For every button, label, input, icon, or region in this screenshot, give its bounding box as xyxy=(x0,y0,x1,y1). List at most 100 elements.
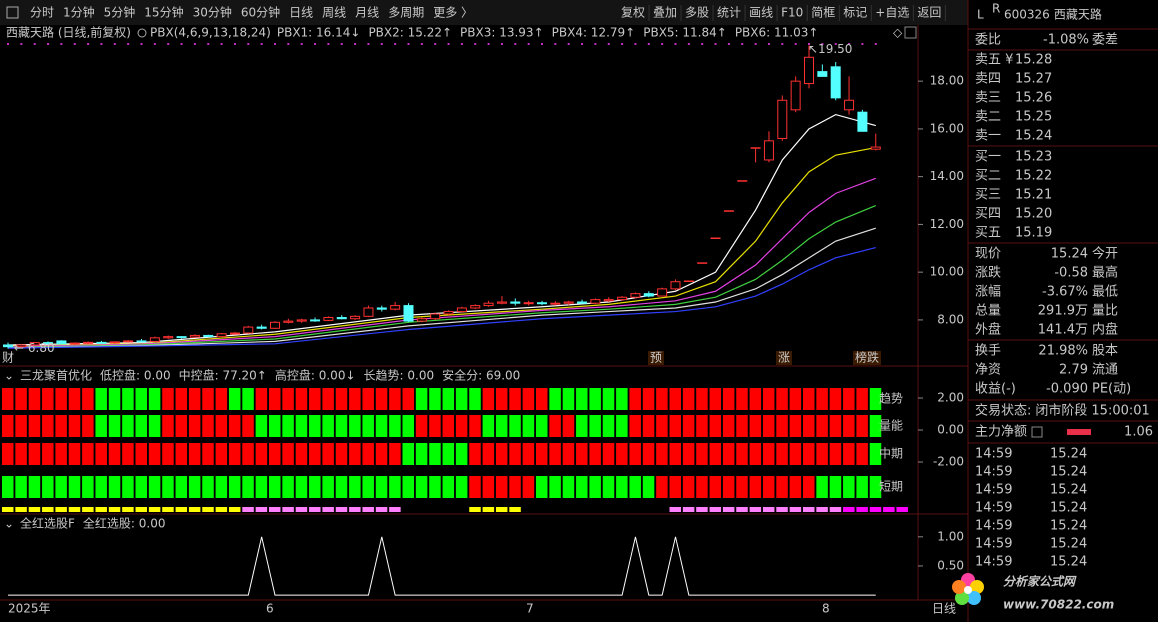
trade-status: 15:00:01 xyxy=(1091,404,1149,419)
signal-cell xyxy=(415,443,428,465)
strip-cell xyxy=(562,507,575,512)
signal-cell xyxy=(402,443,414,465)
legend-entry: PBX5: 11.84↑ xyxy=(643,26,727,40)
signal-cell xyxy=(269,415,281,437)
icon[interactable]: ◇ xyxy=(893,26,903,40)
signal-cell xyxy=(536,476,548,498)
strip-cell xyxy=(242,507,254,512)
toolbar-button[interactable]: 画线 xyxy=(749,6,773,20)
quote-value: -1.08% xyxy=(1043,33,1089,48)
collapse-icon: ⌄ xyxy=(4,517,14,531)
signal-cell xyxy=(148,415,161,437)
dot xyxy=(127,43,130,45)
toolbar-button[interactable]: +自选 xyxy=(875,6,909,20)
signal-cell xyxy=(122,415,134,437)
ask-price: 15.24 xyxy=(1015,129,1052,144)
signal-cell xyxy=(322,443,334,465)
dot xyxy=(47,43,50,45)
period-tab[interactable]: 日线 xyxy=(289,6,313,20)
dot xyxy=(7,43,9,45)
signal-cell xyxy=(255,476,268,498)
main-net-icon[interactable] xyxy=(1031,426,1043,438)
period-tab[interactable]: 周线 xyxy=(322,6,346,20)
signal-cell xyxy=(15,476,27,498)
dot xyxy=(687,43,690,45)
quote-label: 委差 xyxy=(1092,33,1118,48)
candle-body xyxy=(523,302,534,305)
stat-value: 141.4万 xyxy=(1038,323,1088,338)
period-tab[interactable]: 5分钟 xyxy=(104,5,136,20)
candle-body xyxy=(69,342,80,345)
strip-cell xyxy=(349,507,361,512)
close-icon[interactable] xyxy=(904,26,917,39)
bid-price: 15.21 xyxy=(1015,188,1052,203)
signal-cell xyxy=(455,415,468,437)
candle-body xyxy=(109,341,120,344)
candle-body xyxy=(390,305,401,310)
signal-cell xyxy=(162,476,174,498)
toolbar-icon[interactable] xyxy=(6,6,19,19)
signal-cell xyxy=(602,415,615,437)
stock-name: 西藏天路 xyxy=(1054,7,1102,22)
event-marker[interactable]: 榜跌 xyxy=(855,350,879,365)
signal-cell xyxy=(616,443,628,465)
period-tab[interactable]: 月线 xyxy=(355,6,379,20)
indicator-icon xyxy=(137,28,147,38)
candle-body xyxy=(657,288,668,297)
signal-cell xyxy=(2,415,14,437)
signal-cell xyxy=(215,476,228,498)
toolbar-button[interactable]: F10 xyxy=(781,6,803,20)
signal-cell xyxy=(709,415,722,437)
signal-cell xyxy=(455,443,468,465)
y-tick-label: 10.00 xyxy=(930,265,964,279)
signal-cell xyxy=(429,443,441,465)
low-label: ← 6.80 xyxy=(14,341,55,355)
signal-cell xyxy=(82,388,94,410)
period-tab[interactable]: 1分钟 xyxy=(63,5,95,20)
toolbar-button[interactable]: 简框 xyxy=(811,6,835,20)
period-tab[interactable]: 分时 xyxy=(30,6,54,20)
indicator-value: 高控盘: 0.00↓ xyxy=(275,368,356,383)
toolbar-button[interactable]: 返回 xyxy=(917,6,941,20)
signal-cell xyxy=(602,443,615,465)
dot xyxy=(567,43,570,45)
signal-cell xyxy=(856,476,868,498)
toolbar-button[interactable]: 叠加 xyxy=(653,6,677,20)
period-tab[interactable]: 60分钟 xyxy=(241,5,280,20)
signal-cell xyxy=(722,388,735,410)
dot xyxy=(354,43,357,45)
legend-entry: PBX2: 15.22↑ xyxy=(368,26,452,40)
period-tab[interactable]: 更多 〉 xyxy=(433,6,473,20)
signal-cell xyxy=(429,388,441,410)
signal-cell xyxy=(843,388,855,410)
dot xyxy=(207,43,210,45)
event-marker[interactable]: 预 xyxy=(650,351,662,365)
signal-cell xyxy=(2,476,14,498)
signal-cell xyxy=(295,388,308,410)
signal-cell xyxy=(122,388,134,410)
signal-cell xyxy=(736,476,748,498)
candle-body xyxy=(643,293,654,297)
bid-price: 15.22 xyxy=(1015,169,1052,184)
toolbar-button[interactable]: 复权 xyxy=(621,6,645,20)
candle-body xyxy=(537,302,547,305)
signal-cell xyxy=(335,476,348,498)
dot xyxy=(647,43,650,45)
signal-cell xyxy=(82,443,94,465)
y-tick-label: 1.00 xyxy=(937,529,964,543)
signal-cell xyxy=(829,476,842,498)
candle-body xyxy=(350,315,361,320)
period-tab[interactable]: 15分钟 xyxy=(144,5,183,20)
y-tick-label: 2.00 xyxy=(937,391,964,405)
toolbar-button[interactable]: 多股 xyxy=(685,6,709,20)
toolbar-button[interactable]: 统计 xyxy=(717,6,741,20)
signal-cell xyxy=(349,443,361,465)
period-tab[interactable]: 30分钟 xyxy=(193,5,232,20)
period-tab[interactable]: 多周期 xyxy=(388,6,424,20)
candle-body xyxy=(577,301,588,304)
signal-cell xyxy=(469,388,481,410)
toolbar-button[interactable]: 标记 xyxy=(843,6,867,20)
event-marker[interactable]: 涨 xyxy=(778,350,790,365)
strip-cell xyxy=(883,507,895,512)
signal-cell xyxy=(762,476,775,498)
